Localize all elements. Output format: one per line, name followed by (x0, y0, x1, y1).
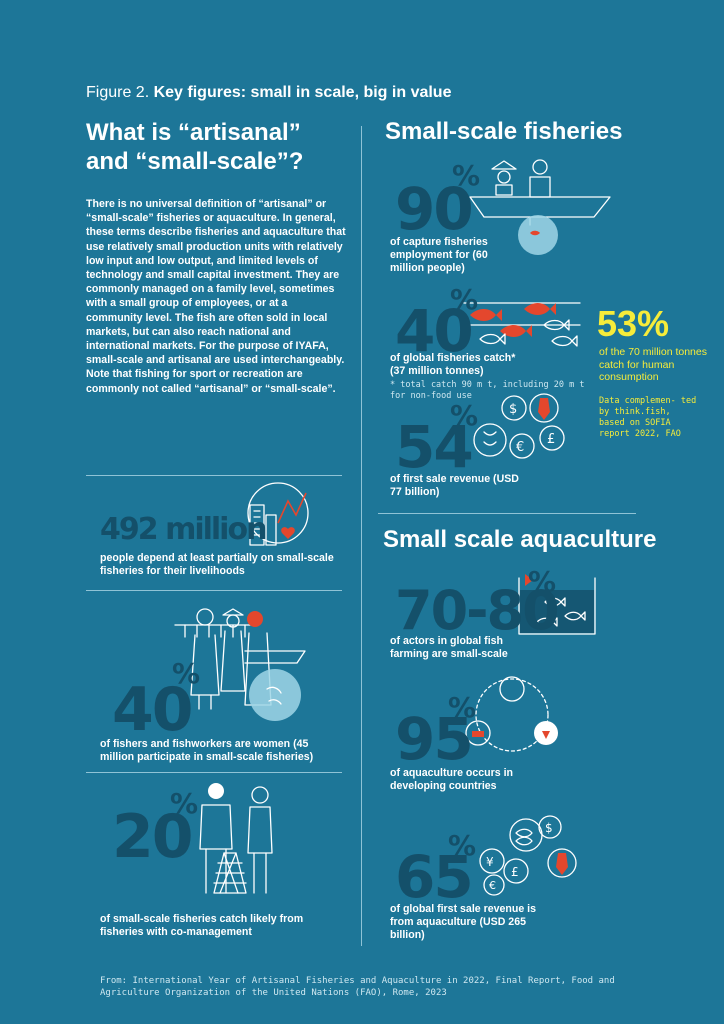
stat-catch-caption-text: of global fisheries catch (390, 352, 512, 364)
stat-comanagement-value: 20 (112, 802, 193, 872)
right-heading: Small-scale fisheries (385, 118, 623, 145)
revenue-coins-icon: $ € £ (473, 393, 565, 459)
source-footer: From: International Year of Artisanal Fi… (100, 976, 615, 998)
column-divider (361, 126, 362, 946)
stat-catch-sub: (37 million tonnes) (390, 365, 484, 377)
stat-women-value: 40 (112, 675, 193, 745)
svg-text:€: € (516, 440, 524, 455)
stat-revenue-unit: % (450, 399, 479, 432)
stat-actors-unit: % (528, 565, 557, 598)
svg-text:$: $ (545, 821, 553, 835)
figure-prefix: Figure 2. (86, 84, 150, 101)
divider (86, 475, 342, 476)
stat-revenue-caption: of first sale revenue (USD 77 billion) (390, 473, 519, 498)
svg-text:€: € (489, 879, 496, 892)
fishing-boat-icon (469, 159, 611, 255)
aquaculture-revenue-icon: $ ¥ £ € (479, 815, 577, 896)
stat-catch-unit: % (450, 283, 479, 316)
fish-tank-icon (518, 574, 596, 635)
stat-aqua-revenue-caption: of global first sale revenue is from aqu… (390, 903, 537, 941)
divider (86, 590, 342, 591)
asterisk: * (511, 352, 516, 364)
stat-actors-caption: of actors in global fish farming are sma… (390, 635, 508, 660)
stat-aqua-revenue-value: 65 (395, 843, 474, 911)
divider (86, 772, 342, 773)
highlight-caption: of the 70 million tonnes catch for human… (599, 346, 707, 383)
stat-women-caption: of fishers and fishworkers are women (45… (100, 738, 314, 763)
stat-employment-value: 90 (395, 175, 474, 243)
aquaculture-heading: Small scale aquaculture (383, 526, 657, 553)
city-growth-icon (247, 482, 309, 546)
catch-footnote: * total catch 90 m t, including 20 m t f… (390, 380, 585, 401)
stat-developing-value: 95 (395, 705, 474, 773)
stat-employment-caption: of capture fisheries employment for (60 … (390, 236, 488, 274)
aquaculture-network-icon (465, 676, 558, 752)
svg-text:¥: ¥ (486, 855, 494, 869)
svg-text:£: £ (511, 865, 519, 879)
intro-text: There is no universal definition of “art… (86, 198, 346, 395)
left-heading: What is “artisanal” and “small-scale”? (86, 119, 304, 175)
stat-developing-unit: % (448, 691, 477, 724)
figure-title: Figure 2. Key figures: small in scale, b… (86, 84, 451, 102)
divider (378, 513, 636, 514)
figure-title-text: Key figures: small in scale, big in valu… (153, 84, 452, 101)
stat-developing-caption: of aquaculture occurs in developing coun… (390, 767, 514, 792)
svg-text:£: £ (547, 432, 555, 447)
highlight-source: Data complemen- ted by think.fish, based… (599, 396, 697, 439)
stat-catch-caption: of global fisheries catch* (37 million t… (390, 352, 590, 378)
stat-employment-unit: % (452, 159, 481, 192)
fishers-with-net-icon (199, 783, 273, 894)
stat-actors-value: 70-80 (395, 579, 560, 642)
highlight-value: 53% (597, 303, 670, 344)
women-fishworkers-icon (174, 608, 306, 721)
svg-text:$: $ (509, 402, 517, 417)
stat-comanagement-caption: of small-scale fisheries catch likely fr… (100, 913, 304, 938)
stat-comanagement-unit: % (170, 787, 199, 820)
stat-revenue-value: 54 (395, 413, 474, 481)
stat-492-caption: people depend at least partially on smal… (100, 552, 334, 577)
stat-aqua-revenue-unit: % (448, 829, 477, 862)
stat-catch-value: 40 (395, 297, 474, 365)
stat-women-unit: % (172, 657, 201, 690)
fish-school-icon (463, 302, 581, 347)
stat-492-million: 492 million (100, 512, 267, 547)
